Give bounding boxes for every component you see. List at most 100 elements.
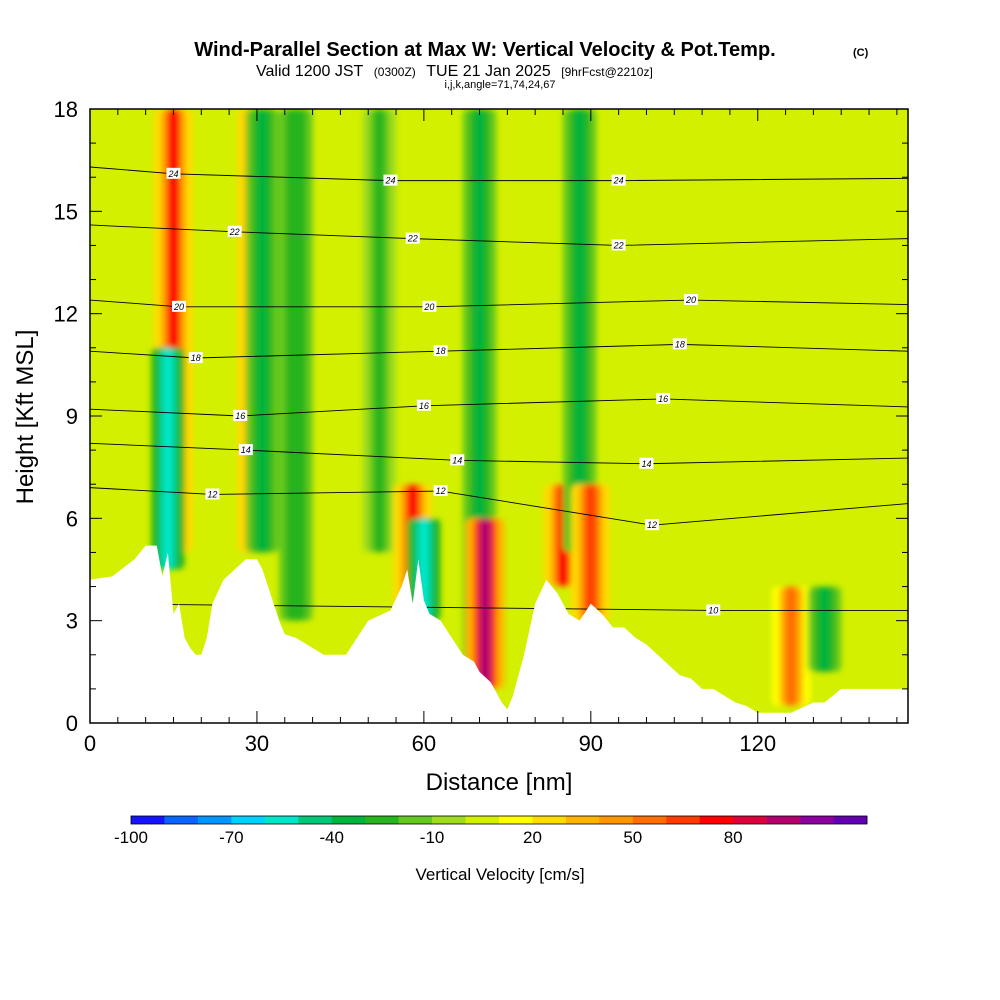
contour-label-bg-15 xyxy=(683,294,698,306)
colorbar-swatch-3 xyxy=(231,816,266,824)
contour-label-4: 14 xyxy=(241,445,251,455)
colorbar-label: Vertical Velocity [cm/s] xyxy=(415,865,584,884)
contour-label-7: 16 xyxy=(235,411,245,421)
colorbar-ticks: -100 -70 -40 -10 20 50 80 xyxy=(114,828,743,847)
theta-contour-labels: 10 12 12 12 14 14 14 16 16 16 18 18 18 20 20 20 22 22 22 24… xyxy=(166,167,721,616)
colorbar-tick--100: -100 xyxy=(114,828,148,847)
contour-label-21: 24 xyxy=(613,176,624,186)
colorbar-swatch-16 xyxy=(666,816,701,824)
contour-label-5: 14 xyxy=(452,455,462,465)
contour-label-9: 16 xyxy=(658,394,668,404)
contour-label-3: 12 xyxy=(647,520,657,530)
contour-label-bg-0 xyxy=(706,604,721,616)
subtitle-forecast: [9hrFcst@2210z] xyxy=(561,65,653,79)
colorbar-swatch-5 xyxy=(298,816,333,824)
y-tick-label-18: 18 xyxy=(54,97,78,122)
velocity-band-11-2 xyxy=(574,109,585,553)
subtitle-utc: (0300Z) xyxy=(374,65,416,79)
colorbar-swatch-20 xyxy=(800,816,834,824)
contour-label-bg-6 xyxy=(639,457,654,469)
contour-label-11: 18 xyxy=(436,346,446,356)
y-tick-label-0: 0 xyxy=(66,711,78,736)
contour-label-10: 18 xyxy=(191,353,201,363)
colorbar-tick--70: -70 xyxy=(219,828,244,847)
colorbar-swatch-11 xyxy=(499,816,533,824)
contour-label-bg-1 xyxy=(205,488,220,500)
x-tick-label-30: 30 xyxy=(245,731,269,756)
colorbar-swatch-0 xyxy=(131,816,165,824)
contour-label-bg-20 xyxy=(383,174,398,186)
velocity-band-3-2 xyxy=(257,109,268,553)
contour-label-0: 10 xyxy=(708,605,718,615)
contour-label-bg-5 xyxy=(450,454,465,466)
colorbar-swatch-1 xyxy=(164,816,199,824)
contour-label-bg-11 xyxy=(433,345,448,357)
contour-label-20: 24 xyxy=(384,176,395,186)
subtitle-main: Valid 1200 JST xyxy=(256,63,364,80)
y-tick-label-3: 3 xyxy=(66,609,78,634)
colorbar-frame xyxy=(130,815,868,825)
contour-label-bg-13 xyxy=(172,300,187,312)
colorbar-swatch-21 xyxy=(833,816,868,824)
y-tick-label-9: 9 xyxy=(66,404,78,429)
contour-label-bg-2 xyxy=(433,485,448,497)
x-tick-label-120: 120 xyxy=(739,731,776,756)
velocity-band-13-2 xyxy=(785,586,797,706)
colorbar-swatch-18 xyxy=(733,816,767,824)
colorbar-swatch-10 xyxy=(465,816,500,824)
y-tick-label-12: 12 xyxy=(54,302,78,327)
y-tick-label-15: 15 xyxy=(54,199,78,224)
contour-label-1: 12 xyxy=(207,489,217,499)
contour-label-8: 16 xyxy=(419,401,429,411)
colorbar-swatch-8 xyxy=(398,816,433,824)
velocity-band-12-2 xyxy=(584,484,597,621)
colorbar-tick--10: -10 xyxy=(420,828,445,847)
colorbar-tick-80: 80 xyxy=(724,828,743,847)
velocity-band-5-2 xyxy=(374,109,385,553)
contour-label-bg-3 xyxy=(645,519,660,531)
colorbar xyxy=(130,815,868,825)
contour-label-bg-12 xyxy=(672,338,687,350)
y-tick-label-6: 6 xyxy=(66,506,78,531)
velocity-band-9-2 xyxy=(479,518,491,689)
colorbar-swatch-2 xyxy=(197,816,232,824)
contour-label-bg-16 xyxy=(227,225,242,237)
contour-label-15: 20 xyxy=(685,295,696,305)
contour-label-bg-18 xyxy=(611,239,626,251)
chart-subtitle: Valid 1200 JST (0300Z) TUE 21 Jan 2025 [… xyxy=(256,63,653,80)
subtitle-date: TUE 21 Jan 2025 xyxy=(426,63,551,80)
contour-label-13: 20 xyxy=(173,302,184,312)
colorbar-swatch-19 xyxy=(766,816,801,824)
x-axis-ticks: 0 30 60 90 120 xyxy=(84,109,898,756)
contour-label-bg-8 xyxy=(416,399,431,411)
contour-label-16: 22 xyxy=(229,227,240,237)
contour-label-bg-17 xyxy=(405,232,420,244)
contour-label-bg-9 xyxy=(656,392,671,404)
colorbar-swatch-17 xyxy=(699,816,734,824)
x-axis-label: Distance [nm] xyxy=(426,769,573,796)
colorbar-tick-50: 50 xyxy=(623,828,642,847)
colorbar-swatch-15 xyxy=(632,816,667,824)
velocity-band-14-2 xyxy=(819,586,830,672)
contour-label-bg-19 xyxy=(166,167,181,179)
contour-label-14: 20 xyxy=(423,302,434,312)
contour-label-19: 24 xyxy=(167,169,178,179)
contour-label-bg-4 xyxy=(238,444,253,456)
contour-label-17: 22 xyxy=(407,234,418,244)
x-tick-label-0: 0 xyxy=(84,731,96,756)
colorbar-swatch-9 xyxy=(432,816,466,824)
colorbar-tick--40: -40 xyxy=(319,828,344,847)
copyright-mark: (C) xyxy=(853,47,869,59)
colorbar-swatch-6 xyxy=(331,816,366,824)
y-axis-ticks: 0 3 6 9 12 15 18 xyxy=(54,97,908,736)
y-axis-label: Height [Kft MSL] xyxy=(12,330,39,505)
contour-label-6: 14 xyxy=(641,459,651,469)
contour-label-18: 22 xyxy=(613,240,624,250)
colorbar-swatch-14 xyxy=(599,816,634,824)
terrain-mask xyxy=(90,545,908,723)
colorbar-swatch-7 xyxy=(365,816,399,824)
colorbar-swatch-13 xyxy=(565,816,600,824)
subtitle-indices: i,j,k,angle=71,74,24,67 xyxy=(444,79,555,91)
velocity-band-1-2 xyxy=(162,347,173,570)
